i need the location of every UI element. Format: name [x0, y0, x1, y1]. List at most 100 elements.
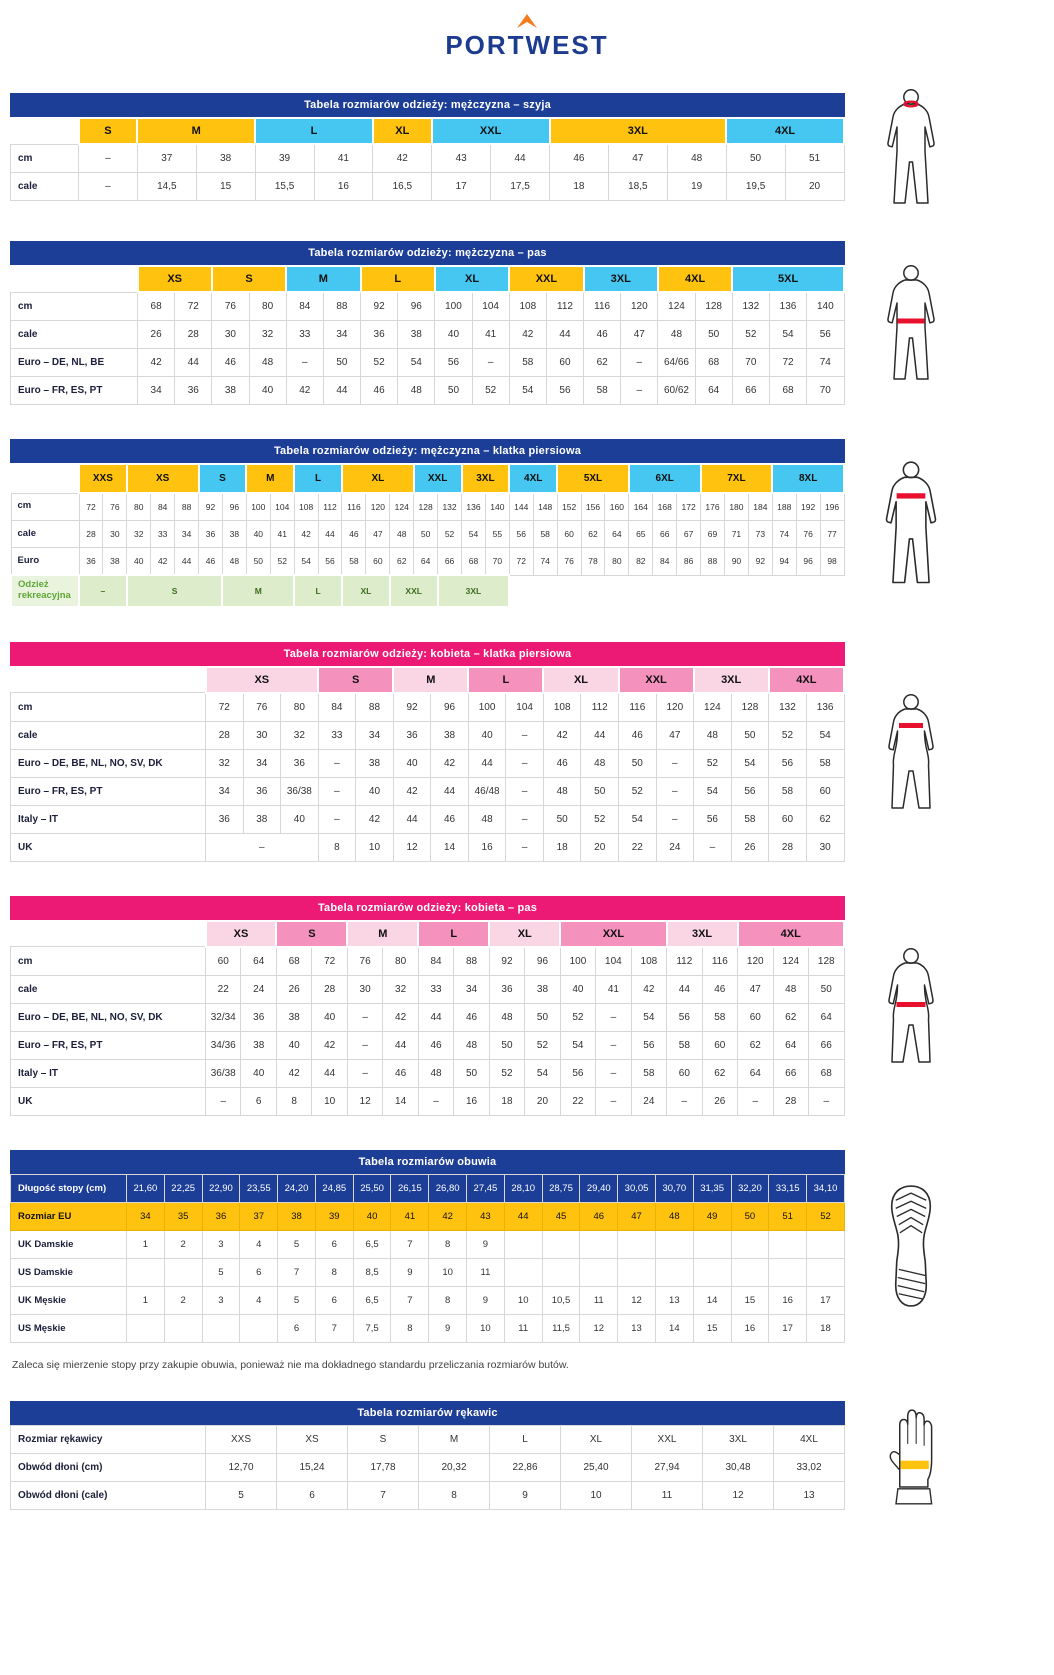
neck-highlight [902, 100, 919, 108]
size-header-l: L [359, 265, 436, 293]
size-header-xs: XS [136, 265, 213, 293]
cell: – [205, 832, 319, 862]
cell: 36 [280, 748, 319, 778]
cell: 42 [428, 1201, 468, 1231]
size-header-m: M [136, 117, 257, 145]
women-chest-figure [863, 692, 958, 812]
cell: 43 [466, 1201, 505, 1231]
cell: 35 [163, 1201, 203, 1231]
cell: 50 [322, 348, 362, 377]
cell: 80 [280, 692, 319, 722]
cell: 70 [731, 348, 770, 377]
cell: 33 [285, 320, 324, 349]
row-label-euro-fr-es-pt: Euro – FR, ES, PT [10, 376, 138, 405]
corner-cell [10, 666, 206, 693]
cell: 62 [701, 1058, 739, 1088]
cell: 11 [579, 1285, 619, 1315]
cell: 64 [807, 1002, 845, 1032]
cell: 44 [467, 748, 507, 778]
cell: 46 [701, 974, 739, 1004]
row-label-obw-d-d-oni-cm: Obwód dłoni (cm) [10, 1453, 206, 1483]
cell: – [78, 143, 138, 173]
cell: 20,32 [418, 1453, 490, 1483]
cell: 42 [285, 376, 324, 405]
cell: 5 [201, 1257, 241, 1287]
cell: 3 [201, 1285, 241, 1315]
table-title: Tabela rozmiarów odzieży: kobieta – klat… [10, 641, 845, 666]
cell: 54 [559, 1030, 597, 1060]
size-header-6xl: 6XL [627, 463, 702, 494]
size-header-xs: XS [204, 665, 320, 694]
cell: 44 [311, 1058, 348, 1088]
cell: 17 [806, 1285, 845, 1315]
cell: 48 [221, 547, 247, 576]
cell: 54 [618, 804, 657, 834]
row-label-euro-de-be-nl-no-sv-dk: Euro – DE, BE, NL, NO, SV, DK [10, 748, 206, 778]
cell: 66 [807, 1030, 845, 1060]
men-neck-table: Tabela rozmiarów odzieży: mężczyzna – sz… [10, 93, 845, 201]
cell: – [595, 1030, 632, 1060]
cell: 128 [413, 492, 439, 521]
cell: 76 [102, 492, 128, 521]
cell: 62 [805, 804, 845, 834]
row-label-uk-m-skie: UK Męskie [10, 1285, 127, 1315]
cell: 17,5 [490, 172, 550, 201]
cell: 22 [204, 974, 242, 1004]
cell: 48 [453, 1030, 490, 1060]
cell: 44 [430, 776, 469, 806]
cell: 44 [417, 1002, 455, 1032]
cell: 48 [417, 1058, 455, 1088]
cell: 30 [211, 320, 250, 349]
cell: 52 [524, 1030, 561, 1060]
palm-highlight [900, 1460, 929, 1469]
cell: 96 [524, 946, 561, 976]
cell: 52 [731, 320, 770, 349]
size-header-m: M [285, 265, 362, 293]
cell: 46 [211, 348, 250, 377]
size-header-s: S [77, 117, 139, 145]
male-waist-figure-icon [886, 265, 935, 380]
cell: 62 [583, 348, 622, 377]
cell: 28 [772, 1086, 809, 1116]
cell: 168 [652, 492, 678, 521]
cell: 36 [201, 1201, 241, 1231]
cell: 28 [174, 320, 213, 349]
cell: 33 [417, 974, 455, 1004]
cell: 22 [618, 832, 657, 862]
cell: 38 [195, 143, 256, 173]
cell: 108 [293, 492, 319, 521]
cell: 39 [254, 143, 315, 173]
cell: 26 [136, 320, 176, 349]
cell: 16,5 [372, 172, 433, 201]
cell: 34 [355, 720, 394, 750]
cell: 32/34 [204, 1002, 242, 1032]
cell: 52 [693, 748, 732, 778]
boot-sole-figure-icon [890, 1185, 931, 1308]
row-label-odzie-rekreacyjna: Odzież rekreacyjna [10, 574, 80, 608]
cell: 46 [341, 520, 367, 548]
cell: 72 [205, 692, 244, 722]
cell: 96 [221, 492, 247, 521]
cell: 32 [248, 320, 287, 349]
cell: 92 [198, 492, 223, 521]
cell: 10 [355, 832, 394, 862]
cell: 44 [322, 376, 362, 405]
cell: 51 [784, 143, 845, 173]
cell: 72 [311, 946, 348, 976]
cell: 76 [556, 547, 582, 576]
cell: 72 [78, 492, 104, 521]
cell: 37 [239, 1201, 279, 1231]
cell: 12 [617, 1285, 656, 1315]
cell: 46 [549, 143, 609, 173]
cell: 9 [428, 1313, 468, 1343]
cell: 6 [276, 1481, 348, 1511]
cell: 84 [150, 492, 176, 521]
cell: 62 [580, 520, 606, 548]
cell: 8 [317, 832, 357, 862]
cell: 52 [580, 804, 620, 834]
cell: 24 [630, 1086, 668, 1116]
size-header-3xl: 3XL [582, 265, 659, 293]
cell: 10 [503, 1285, 543, 1315]
women-chest-table: Tabela rozmiarów odzieży: kobieta – klat… [10, 641, 846, 862]
cell: 38 [242, 804, 282, 834]
